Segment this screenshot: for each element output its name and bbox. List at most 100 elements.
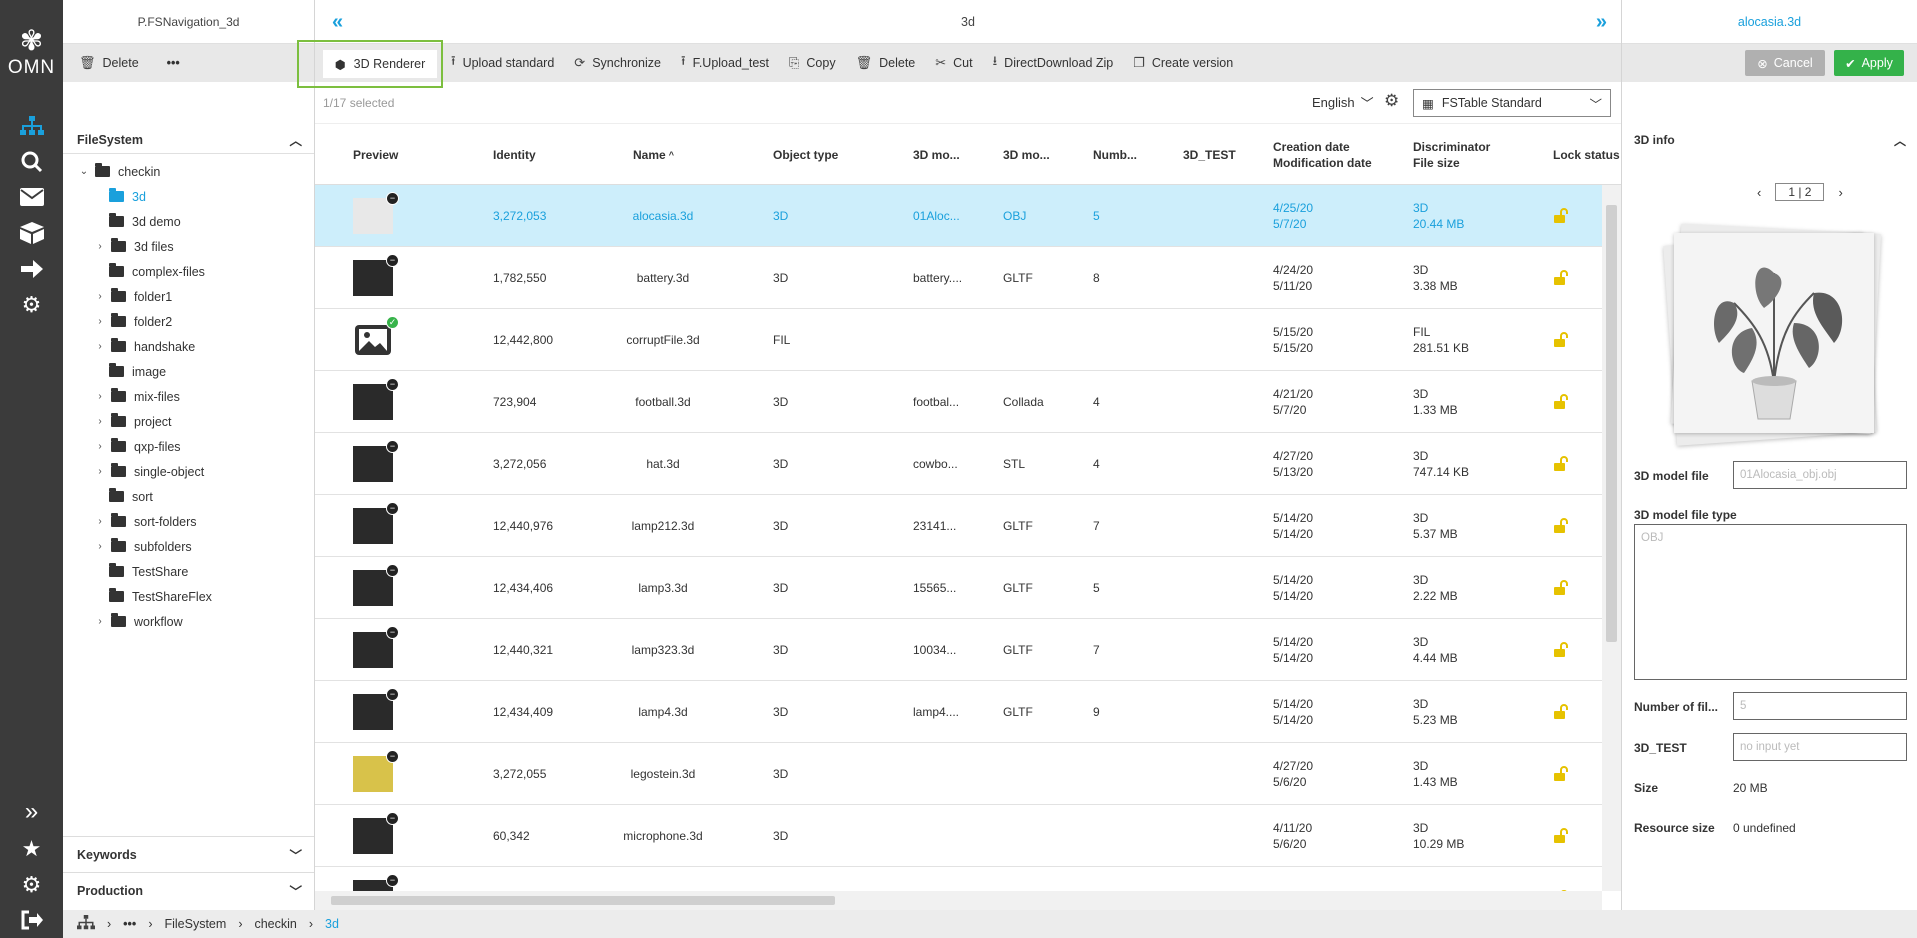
table-row[interactable]: − 60,342 microphone.3d 3D 4/11/20 5/6/20 3D 10.… <box>315 805 1602 867</box>
view-select[interactable]: ▦ FSTable Standard ﹀ <box>1413 89 1611 117</box>
synchronize-button[interactable]: ⟳ Synchronize <box>574 55 661 70</box>
table-row[interactable]: − 3,272,055 legostein.3d 3D 4/27/20 5/6/20 3D 1… <box>315 743 1602 805</box>
breadcrumb-filesystem[interactable]: FileSystem <box>164 917 227 931</box>
tree-node[interactable]: 3d <box>63 184 314 209</box>
mail-icon[interactable] <box>0 180 63 214</box>
horizontal-scrollbar[interactable] <box>315 891 1602 910</box>
production-section[interactable]: Production ﹀ <box>63 872 314 908</box>
cell-lock-status[interactable] <box>1553 805 1569 867</box>
tree-node[interactable]: TestShareFlex <box>63 584 314 609</box>
omn-logo[interactable]: ✾ OMN <box>0 25 63 79</box>
cell-lock-status[interactable] <box>1553 681 1569 743</box>
chevron-right-icon[interactable]: › <box>98 616 102 627</box>
col-name[interactable]: Name ^ <box>633 148 674 162</box>
upload-standard-button[interactable]: ⭱ Upload standard <box>451 52 554 74</box>
cell-lock-status[interactable] <box>1553 619 1569 681</box>
chevron-right-icon[interactable]: › <box>98 391 102 402</box>
col-3d-test[interactable]: 3D_TEST <box>1183 148 1236 162</box>
col-3d-model-type[interactable]: 3D mo... <box>1003 148 1050 162</box>
breadcrumb-current[interactable]: 3d <box>325 917 339 931</box>
chevron-right-icon[interactable]: › <box>98 441 102 452</box>
tree-node[interactable]: complex-files <box>63 259 314 284</box>
copy-button[interactable]: ⎘ Copy <box>789 55 836 70</box>
settings-icon[interactable]: ⚙ <box>21 292 42 317</box>
expand-right-icon[interactable]: » <box>1595 11 1607 33</box>
col-preview[interactable]: Preview <box>353 148 399 162</box>
3d-test-field[interactable]: no input yet <box>1733 733 1907 761</box>
tree-node[interactable]: › workflow <box>63 609 314 634</box>
table-row[interactable]: − 12,440,321 lamp323.3d 3D 10034... GLTF 7 5/14… <box>315 619 1602 681</box>
table-row[interactable]: − 3,272,053 alocasia.3d 3D 01Aloc... OBJ 5 4/25… <box>315 185 1602 247</box>
more-button[interactable]: ••• <box>166 56 180 70</box>
num-files-field[interactable]: 5 <box>1733 692 1907 720</box>
table-row[interactable]: ✓ 12,442,800 corruptFile.3d FIL 5/15/20 5/15/… <box>315 309 1602 371</box>
next-icon[interactable]: › <box>1838 184 1843 200</box>
arrow-right-icon[interactable] <box>0 252 63 286</box>
delete-button[interactable]: 🗑 Delete <box>855 55 916 70</box>
chevron-right-icon[interactable]: › <box>98 416 102 427</box>
create-version-button[interactable]: ❐ Create version <box>1133 55 1234 70</box>
tree-node[interactable]: › sort-folders <box>63 509 314 534</box>
table-row[interactable]: − 3,272,056 hat.3d 3D cowbo... STL 4 4/27/20 5/1… <box>315 433 1602 495</box>
tree-node[interactable]: › qxp-files <box>63 434 314 459</box>
table-row[interactable]: − 12,434,409 lamp4.3d 3D lamp4.... GLTF 9 5/14/… <box>315 681 1602 743</box>
cell-lock-status[interactable] <box>1553 743 1569 805</box>
model-type-field[interactable]: OBJ <box>1634 524 1907 680</box>
col-object-type[interactable]: Object type <box>773 148 839 162</box>
tree-node[interactable]: › folder1 <box>63 284 314 309</box>
tree-node[interactable]: image <box>63 359 314 384</box>
col-dates[interactable]: Creation date Modification date <box>1273 140 1372 170</box>
cell-lock-status[interactable] <box>1553 309 1569 371</box>
direct-download-button[interactable]: ⭳ DirectDownload Zip <box>993 52 1114 74</box>
cell-lock-status[interactable] <box>1553 185 1569 247</box>
cell-lock-status[interactable] <box>1553 247 1569 309</box>
model-file-field[interactable]: 01Alocasia_obj.obj <box>1733 461 1907 489</box>
cell-lock-status[interactable] <box>1553 495 1569 557</box>
tree-node[interactable]: 3d demo <box>63 209 314 234</box>
breadcrumb-ellipsis[interactable]: ••• <box>123 917 137 931</box>
col-identity[interactable]: Identity <box>493 148 536 162</box>
tree-node[interactable]: › project <box>63 409 314 434</box>
chevron-right-icon[interactable]: › <box>98 466 102 477</box>
cancel-button[interactable]: ⊗ Cancel <box>1745 50 1825 76</box>
filesystem-header[interactable]: FileSystem ︿ <box>63 126 314 154</box>
sitemap-icon[interactable] <box>0 109 63 143</box>
col-lock-status[interactable]: Lock status <box>1553 148 1620 162</box>
3d-info-header[interactable]: 3D info ︿ <box>1634 133 1906 148</box>
sitemap-icon[interactable] <box>77 915 95 933</box>
tree-node[interactable]: › folder2 <box>63 309 314 334</box>
gear-icon[interactable]: ⚙ <box>21 872 42 897</box>
chevron-right-icon[interactable]: › <box>98 291 102 302</box>
scroll-thumb[interactable] <box>331 896 835 905</box>
table-settings-icon[interactable]: ⚙ <box>1384 91 1400 110</box>
chevron-right-icon[interactable]: › <box>98 541 102 552</box>
expand-icon[interactable]: » <box>24 798 39 825</box>
language-select[interactable]: English ﹀ <box>1312 95 1374 111</box>
chevron-right-icon[interactable]: › <box>98 516 102 527</box>
logout-icon[interactable] <box>0 903 63 937</box>
star-icon[interactable]: ★ <box>21 836 42 861</box>
tree-node[interactable]: › handshake <box>63 334 314 359</box>
prev-icon[interactable]: ‹ <box>1757 184 1762 200</box>
box-icon[interactable] <box>0 216 63 250</box>
col-discriminator[interactable]: Discriminator File size <box>1413 140 1491 170</box>
table-row[interactable]: − 1,782,550 battery.3d 3D battery.... GLTF 8 4/… <box>315 247 1602 309</box>
scroll-thumb[interactable] <box>1606 205 1617 642</box>
search-icon[interactable] <box>0 145 63 179</box>
tree-node[interactable]: sort <box>63 484 314 509</box>
f-upload-test-button[interactable]: ⭱ F.Upload_test <box>681 52 769 74</box>
tree-node[interactable]: ⌄ checkin <box>63 159 314 184</box>
col-number[interactable]: Numb... <box>1093 148 1137 162</box>
chevron-right-icon[interactable]: › <box>98 241 102 252</box>
tree-node[interactable]: › subfolders <box>63 534 314 559</box>
tree-node[interactable]: TestShare <box>63 559 314 584</box>
cut-button[interactable]: ✂ Cut <box>935 55 973 70</box>
delete-button[interactable]: 🗑 Delete <box>79 55 139 70</box>
keywords-section[interactable]: Keywords ﹀ <box>63 836 314 872</box>
breadcrumb-checkin[interactable]: checkin <box>254 917 297 931</box>
chevron-down-icon[interactable]: ⌄ <box>79 166 89 177</box>
3d-renderer-button[interactable]: ⬢ 3D Renderer <box>323 50 437 78</box>
collapse-left-icon[interactable]: « <box>332 11 344 33</box>
chevron-right-icon[interactable]: › <box>98 341 102 352</box>
cell-lock-status[interactable] <box>1553 433 1569 495</box>
